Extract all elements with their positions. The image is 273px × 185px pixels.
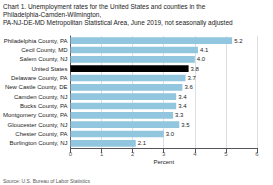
svg-text:Cecil County, MD: Cecil County, MD (21, 47, 68, 53)
svg-text:1: 1 (100, 151, 104, 157)
svg-text:United States: United States (31, 66, 67, 72)
svg-text:3.0: 3.0 (166, 131, 175, 137)
svg-text:Camden County, NJ: Camden County, NJ (14, 94, 68, 100)
svg-text:Montgomery County, PA: Montgomery County, PA (3, 112, 67, 118)
svg-text:Philadelphia-Camden-Wilmington: Philadelphia-Camden-Wilmington, (3, 11, 101, 19)
svg-text:Philadelphia County, PA: Philadelphia County, PA (4, 38, 68, 44)
svg-text:Gloucester County, NJ: Gloucester County, NJ (8, 122, 68, 128)
svg-text:Bucks County, PA: Bucks County, PA (20, 103, 67, 109)
svg-text:2.1: 2.1 (138, 140, 147, 146)
svg-text:6: 6 (255, 151, 259, 157)
svg-text:Chester County, PA: Chester County, PA (15, 131, 67, 137)
svg-text:4: 4 (193, 151, 197, 157)
svg-text:3.7: 3.7 (187, 75, 196, 81)
svg-text:Burlington County, NJ: Burlington County, NJ (10, 140, 68, 146)
svg-text:5: 5 (224, 151, 228, 157)
svg-text:3: 3 (162, 151, 166, 157)
svg-text:Delaware County, PA: Delaware County, PA (11, 75, 67, 81)
svg-text:0: 0 (69, 151, 73, 157)
svg-text:Percent: Percent (153, 159, 174, 165)
svg-text:3.6: 3.6 (184, 84, 193, 90)
svg-text:5.2: 5.2 (234, 38, 243, 44)
svg-text:3.4: 3.4 (178, 103, 187, 109)
svg-text:New Castle County, DE: New Castle County, DE (5, 84, 68, 90)
svg-text:Source: U.S. Bureau of Labor S: Source: U.S. Bureau of Labor Statistics (3, 178, 90, 184)
svg-text:3.4: 3.4 (178, 94, 187, 100)
svg-text:3.8: 3.8 (191, 66, 200, 72)
svg-text:4.0: 4.0 (197, 56, 206, 62)
svg-text:2: 2 (131, 151, 135, 157)
svg-text:3.5: 3.5 (181, 122, 190, 128)
svg-text:Chart 1. Unemployment rates fo: Chart 1. Unemployment rates for the Unit… (3, 3, 207, 11)
svg-text:3.3: 3.3 (175, 112, 184, 118)
svg-text:PA-NJ-DE-MD Metropolitan Stati: PA-NJ-DE-MD Metropolitan Statistical Are… (3, 19, 233, 27)
svg-text:Salem County, NJ: Salem County, NJ (20, 56, 68, 62)
svg-text:4.1: 4.1 (200, 47, 209, 53)
